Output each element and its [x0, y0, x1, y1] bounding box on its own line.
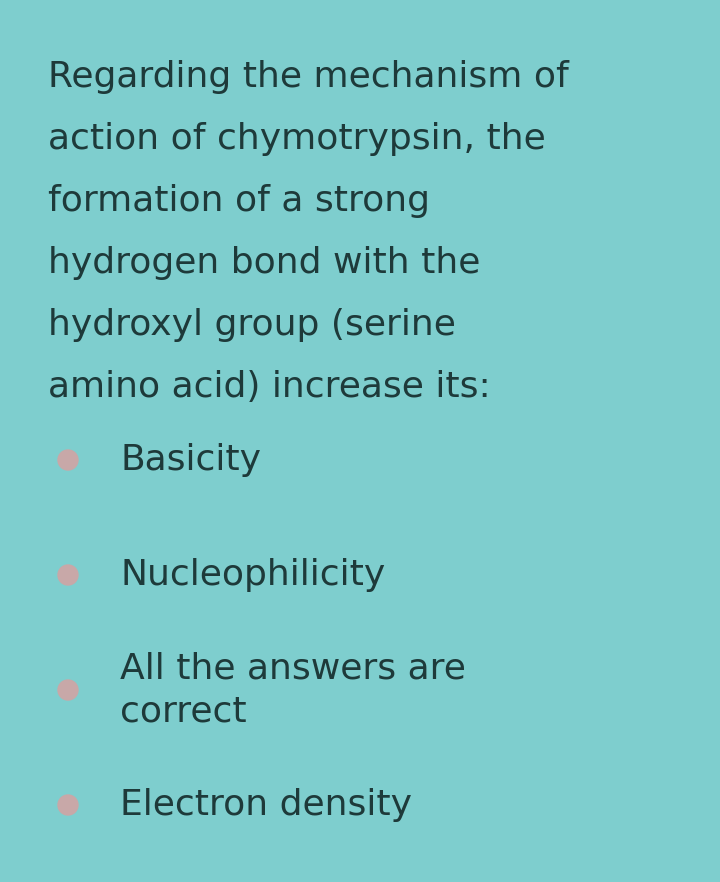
Circle shape	[58, 450, 78, 470]
Text: hydrogen bond with the: hydrogen bond with the	[48, 246, 480, 280]
Circle shape	[58, 565, 78, 585]
Text: amino acid) increase its:: amino acid) increase its:	[48, 370, 491, 404]
Text: Regarding the mechanism of: Regarding the mechanism of	[48, 60, 569, 94]
Text: formation of a strong: formation of a strong	[48, 184, 430, 218]
Text: Nucleophilicity: Nucleophilicity	[120, 558, 385, 592]
Text: All the answers are
correct: All the answers are correct	[120, 651, 466, 729]
Text: Basicity: Basicity	[120, 443, 261, 477]
Circle shape	[58, 795, 78, 815]
Text: action of chymotrypsin, the: action of chymotrypsin, the	[48, 122, 546, 156]
Text: Electron density: Electron density	[120, 788, 412, 822]
Circle shape	[58, 680, 78, 700]
Text: hydroxyl group (serine: hydroxyl group (serine	[48, 308, 456, 342]
